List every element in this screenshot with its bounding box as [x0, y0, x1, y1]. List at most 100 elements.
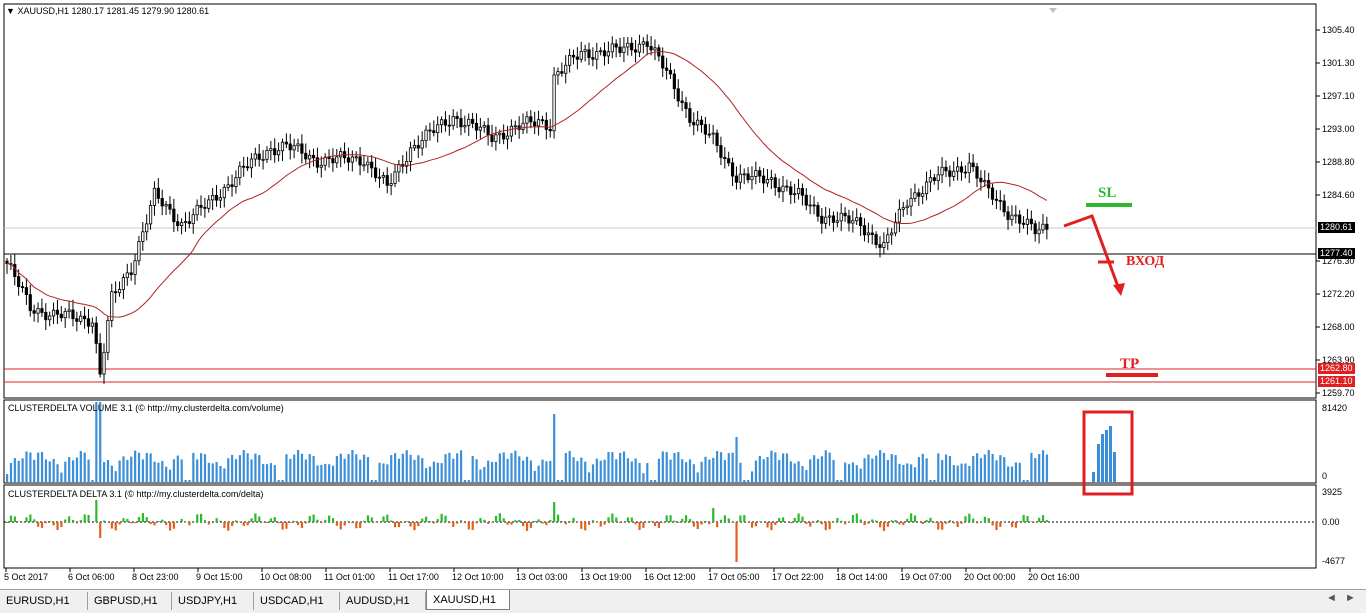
candle-body — [460, 119, 462, 127]
volume-bar — [157, 463, 159, 482]
delta-bar — [980, 521, 982, 522]
candle-body — [650, 46, 652, 49]
candle-body — [537, 120, 539, 126]
candle-body — [953, 171, 955, 176]
tab-scroll-left-icon[interactable]: ◄ — [1326, 592, 1337, 604]
volume-bar — [1097, 444, 1100, 482]
delta-bar — [530, 522, 532, 528]
delta-bar — [274, 517, 276, 522]
candle-body — [355, 157, 357, 158]
delta-bar — [658, 522, 660, 528]
candle-body — [914, 193, 916, 199]
candle-body — [429, 130, 431, 131]
delta-bar — [126, 519, 128, 522]
volume-bar — [863, 458, 865, 482]
dropdown-triangle-icon[interactable]: ▼ — [6, 6, 15, 16]
tab-gbpusd[interactable]: GBPUSD,H1 — [88, 592, 172, 610]
delta-bar — [173, 522, 175, 529]
delta-bar — [817, 520, 819, 522]
candle-body — [1011, 215, 1013, 219]
delta-bar — [157, 521, 159, 522]
volume-bar — [359, 460, 361, 482]
volume-bar — [759, 456, 761, 482]
volume-bar — [289, 459, 291, 482]
candle-body — [103, 352, 105, 374]
candle-body — [584, 50, 586, 52]
candle-body — [41, 309, 43, 313]
volume-bar — [883, 453, 885, 482]
volume-bar — [813, 455, 815, 482]
delta-bar — [960, 522, 962, 524]
tab-scroll-right-icon[interactable]: ► — [1345, 592, 1356, 604]
delta-bar — [99, 522, 101, 538]
price-label: 1272.20 — [1322, 289, 1355, 299]
delta-bar — [988, 518, 990, 522]
delta-bar — [704, 521, 706, 522]
tab-usdcad[interactable]: USDCAD,H1 — [254, 592, 340, 610]
volume-bar — [712, 458, 714, 482]
chart-canvas[interactable] — [0, 0, 1366, 590]
candle-body — [487, 126, 489, 136]
volume-bar — [33, 460, 35, 482]
volume-bar — [693, 464, 695, 482]
candle-body — [533, 122, 535, 126]
delta-bar — [522, 522, 524, 526]
volume-bar — [743, 480, 745, 482]
delta-bar — [580, 522, 582, 529]
candle-body — [425, 130, 427, 141]
tab-eurusd[interactable]: EURUSD,H1 — [0, 592, 88, 610]
candle-body — [33, 311, 35, 314]
volume-bar — [254, 454, 256, 482]
delta-bar — [344, 522, 346, 526]
volume-bar — [596, 459, 598, 482]
volume-bar — [18, 461, 20, 482]
candle-body — [235, 178, 237, 187]
candle-body — [363, 165, 365, 166]
volume-bar — [801, 466, 803, 482]
tab-xauusd[interactable]: XAUUSD,H1 — [426, 590, 510, 610]
volume-bar — [747, 480, 749, 482]
candle-body — [545, 120, 547, 129]
volume-bar — [184, 480, 186, 482]
volume-bar — [371, 480, 373, 482]
delta-bar — [584, 522, 586, 530]
delta-bar — [1026, 516, 1028, 522]
chart-shift-marker-icon — [1049, 8, 1057, 13]
candle-body — [755, 171, 757, 177]
delta-bar — [770, 522, 772, 530]
delta-bar — [437, 519, 439, 522]
delta-bar — [444, 516, 446, 522]
delta-bar — [867, 522, 869, 524]
delta-bar — [728, 518, 730, 522]
delta-bar — [604, 522, 606, 525]
candle-body — [782, 186, 784, 192]
volume-bar — [301, 454, 303, 482]
volume-bar — [522, 461, 524, 482]
candle-body — [708, 134, 710, 135]
delta-bar — [685, 515, 687, 522]
delta-bar — [794, 518, 796, 522]
volume-bar — [1023, 480, 1025, 482]
candle-body — [142, 232, 144, 242]
delta-bar — [293, 521, 295, 522]
delta-bar — [53, 522, 55, 525]
candle-body — [716, 133, 718, 145]
candle-body — [122, 278, 124, 290]
candle-body — [638, 44, 640, 52]
candle-body — [444, 120, 446, 125]
volume-bar — [169, 470, 171, 482]
candle-body — [836, 221, 838, 223]
delta-bar — [390, 520, 392, 522]
volume-bar — [933, 480, 935, 482]
candle-body — [743, 174, 745, 175]
candle-body — [1026, 219, 1028, 224]
candle-body — [118, 289, 120, 292]
volume-bar — [250, 459, 252, 482]
delta-bar — [45, 522, 47, 523]
candle-body — [693, 122, 695, 125]
delta-bar — [181, 519, 183, 522]
tab-usdjpy[interactable]: USDJPY,H1 — [172, 592, 254, 610]
delta-bar — [887, 522, 889, 527]
tab-audusd[interactable]: AUDUSD,H1 — [340, 592, 426, 610]
volume-bar — [716, 451, 718, 482]
